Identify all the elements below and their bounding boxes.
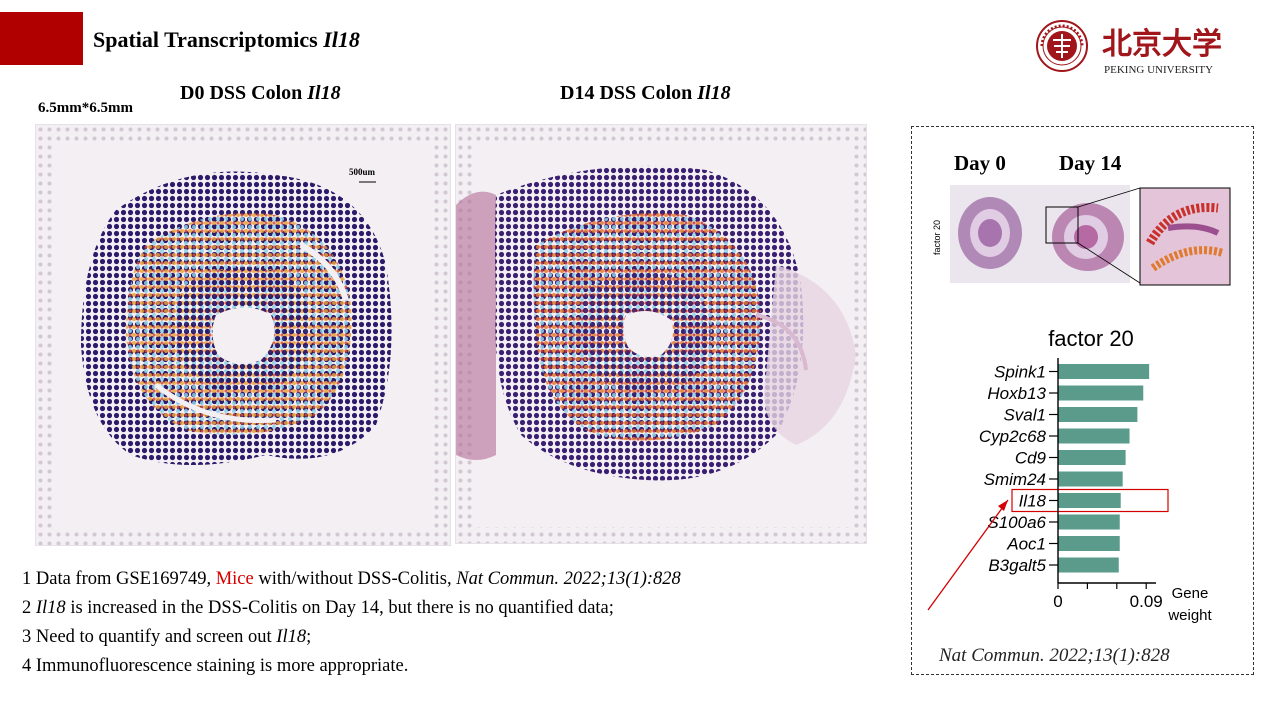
d0-title-text: D0 DSS Colon (180, 82, 308, 104)
note-3-gene: Il18 (276, 627, 307, 647)
bar-hoxb13 (1058, 385, 1144, 401)
note-1-highlight: Mice (215, 569, 254, 589)
callout-arrow (927, 499, 1009, 611)
category-label-cyp2c68: Cyp2c68 (979, 427, 1047, 446)
bar-sval1 (1058, 407, 1138, 422)
zoom-box (1045, 206, 1079, 244)
slide-title-gene: Il18 (323, 27, 360, 52)
note-1-suffix: with/without DSS-Colitis, (253, 569, 457, 589)
pku-logo-text: PEKING UNIVERSITY (1104, 64, 1213, 76)
note-1: 1 Data from GSE169749, Mice with/without… (22, 565, 681, 594)
bar-aoc1 (1058, 536, 1120, 551)
d14-title: D14 DSS Colon Il18 (560, 82, 731, 105)
day0-label: Day 0 (954, 151, 1006, 175)
reference-panel (911, 126, 1254, 675)
x-tick-label: 0.09 (1130, 592, 1163, 611)
x-axis-label-line2: weight (1167, 607, 1212, 624)
bar-s100a6 (1058, 514, 1120, 530)
bar-smim24 (1058, 471, 1123, 487)
bar-b3galt5 (1058, 557, 1119, 573)
note-4: 4 Immunofluorescence staining is more ap… (22, 656, 409, 676)
tissue-image-d14 (455, 124, 867, 544)
scale-bar-label: 500um (349, 167, 376, 177)
note-3-text: 3 Need to quantify and screen out (22, 627, 277, 647)
category-label-s100a6: S100a6 (987, 513, 1046, 532)
reference-thumbnails: factor 20 (932, 185, 1231, 286)
category-label-hoxb13: Hoxb13 (987, 384, 1046, 403)
category-label-b3galt5: B3galt5 (988, 556, 1046, 575)
slide-title-text: Spatial Transcriptomics (93, 27, 324, 52)
d14-title-gene: Il18 (697, 82, 731, 104)
note-2-gene: Il18 (35, 598, 66, 618)
notes-list: 1 Data from GSE169749, Mice with/without… (22, 565, 681, 681)
slide-title: Spatial Transcriptomics Il18 (93, 27, 360, 53)
bar-il18 (1058, 493, 1121, 508)
dimension-label: 6.5mm*6.5mm (38, 100, 133, 116)
pku-logo: 北京大学 PEKING UNIVERSITY (1036, 20, 1222, 76)
x-axis-label-line1: Gene (1172, 585, 1209, 602)
highlight-box-il18 (1011, 488, 1169, 513)
chart-title: factor 20 (1048, 326, 1134, 351)
tissue-d14-svg (456, 125, 866, 543)
day14-label: Day 14 (1059, 151, 1122, 175)
category-label-il18: Il18 (1019, 492, 1047, 511)
bar-cyp2c68 (1058, 428, 1130, 444)
note-3: 3 Need to quantify and screen out Il18; (22, 623, 681, 652)
tissue-d0-svg: 500um (36, 125, 450, 545)
note-1-citation: Nat Commun. 2022;13(1):828 (456, 569, 681, 589)
bar-cd9 (1058, 450, 1126, 465)
title-accent-bar (0, 12, 83, 65)
thumbnail-side-label: factor 20 (932, 220, 942, 255)
category-label-spink1: Spink1 (994, 363, 1046, 382)
note-2: 2 Il18 is increased in the DSS-Colitis o… (22, 598, 614, 618)
category-label-cd9: Cd9 (1015, 449, 1047, 468)
reference-citation: Nat Commun. 2022;13(1):828 (939, 645, 1170, 666)
category-label-smim24: Smim24 (984, 470, 1046, 489)
category-label-sval1: Sval1 (1003, 406, 1046, 425)
tissue-image-d0: 500um (35, 124, 451, 546)
d0-title-gene: Il18 (307, 82, 341, 104)
x-tick-label: 0 (1053, 592, 1062, 611)
pku-logo-chinese: 北京大学 (1102, 27, 1222, 62)
note-1-prefix: 1 Data from GSE169749, (22, 569, 216, 589)
note-3-suffix: ; (306, 627, 312, 647)
factor20-bar-chart: factor 20 Spink1 Hoxb13 Sval1 Cyp2c68 Cd9 Smi… (979, 326, 1213, 624)
note-2-text: is increased in the DSS-Colitis on Day 1… (65, 598, 614, 618)
d0-title: D0 DSS Colon Il18 (180, 82, 341, 105)
category-label-aoc1: Aoc1 (1006, 535, 1046, 554)
d14-title-text: D14 DSS Colon (560, 82, 698, 104)
bar-spink1 (1058, 364, 1150, 379)
